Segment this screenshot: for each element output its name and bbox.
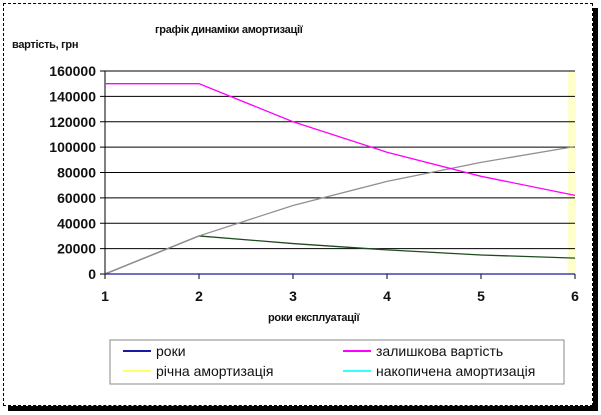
y-axis-title: вартість, грн	[12, 39, 78, 51]
y-tick-label: 80000	[57, 165, 96, 181]
chart-title: графік динаміки амортизації	[155, 24, 304, 36]
y-tick-label: 40000	[57, 215, 96, 231]
x-tick-label: 3	[289, 288, 297, 304]
x-tick-label: 2	[195, 288, 203, 304]
series-line	[104, 235, 576, 275]
y-tick-label: 120000	[49, 114, 96, 130]
x-axis-title: роки експлуатації	[268, 312, 360, 324]
x-tick-label: 4	[383, 288, 391, 304]
y-tick-label: 160000	[49, 63, 96, 79]
x-tick-label: 1	[101, 288, 109, 304]
legend-label: накопичена амортизація	[376, 363, 535, 379]
x-tick-label: 6	[571, 288, 579, 304]
y-tick-label: 0	[88, 266, 96, 282]
legend-box	[109, 339, 565, 385]
series-line	[105, 83, 576, 196]
legend-label: роки	[156, 343, 186, 359]
y-tick-label: 60000	[57, 190, 96, 206]
series-line	[104, 145, 576, 275]
y-tick-label: 140000	[49, 88, 96, 104]
legend-label: річна амортизація	[156, 363, 273, 379]
legend-label: залишкова вартість	[376, 343, 503, 359]
y-tick-label: 20000	[57, 241, 96, 257]
y-tick-label: 100000	[49, 139, 96, 155]
x-tick-label: 5	[477, 288, 485, 304]
